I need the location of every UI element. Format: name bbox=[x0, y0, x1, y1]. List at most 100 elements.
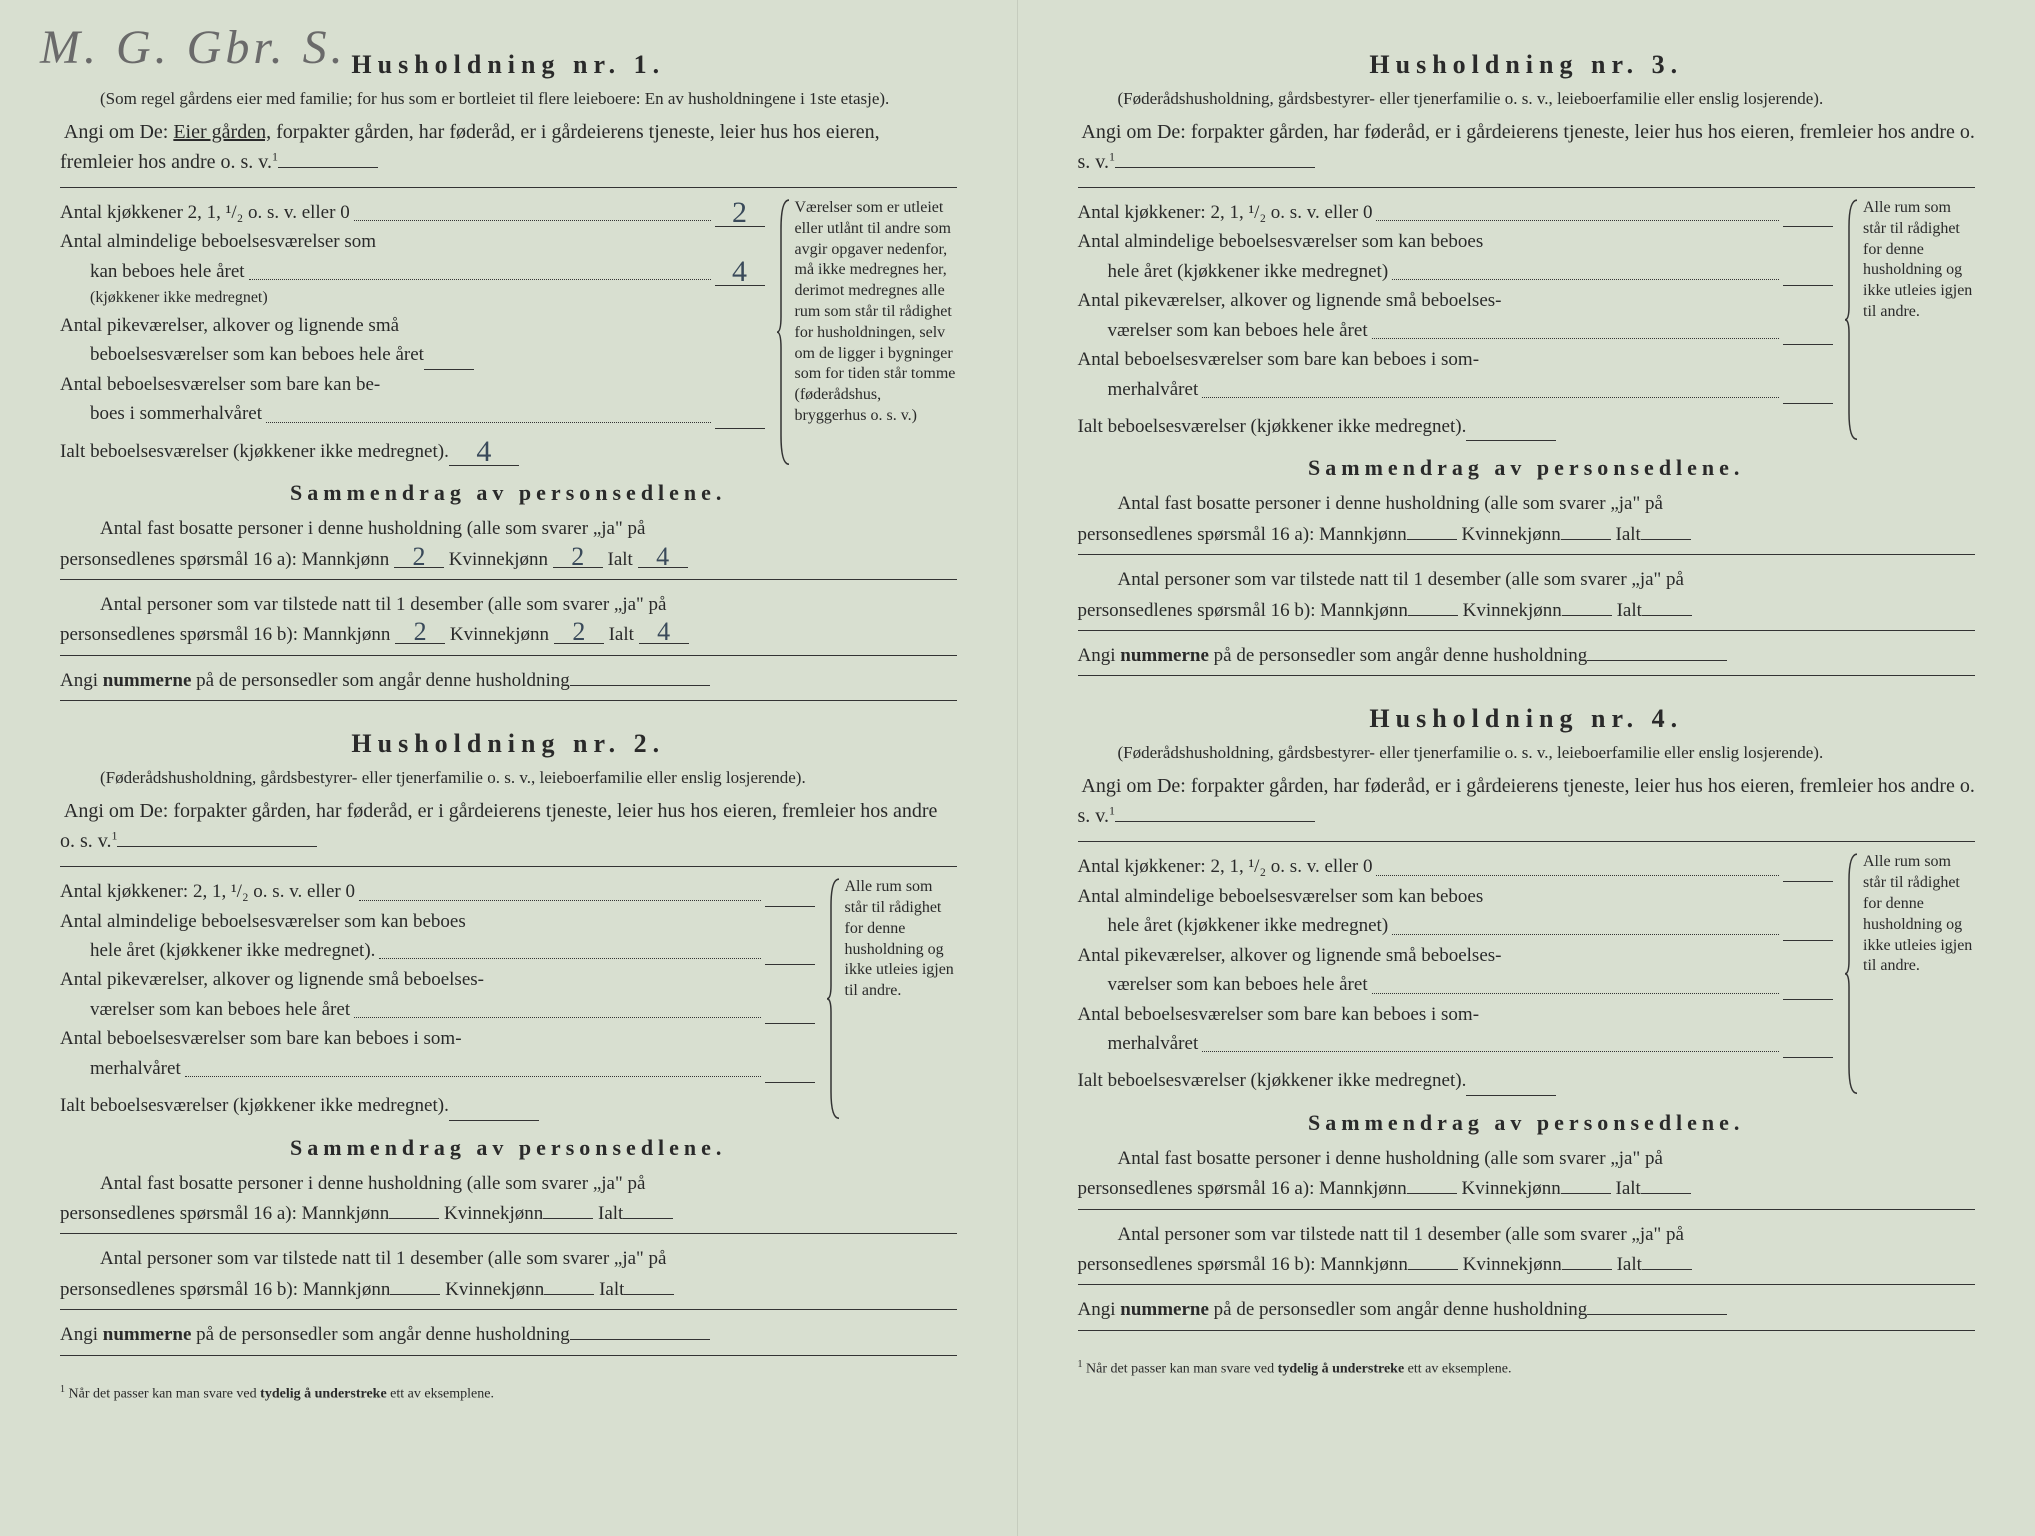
household-3-angi: Angi om De: forpakter gården, har føderå… bbox=[1078, 117, 1976, 177]
ialt-label: Ialt beboelsesværelser (kjøkkener ikke m… bbox=[60, 1091, 449, 1120]
summary-heading-1: Sammendrag av personsedlene. bbox=[60, 480, 957, 506]
household-2-rooms: Antal kjøkkener: 2, 1, ¹/₂ o. s. v. elle… bbox=[60, 877, 957, 1121]
b-ialt-value bbox=[1642, 615, 1692, 616]
divider bbox=[60, 1355, 957, 1356]
a-ialt-value bbox=[623, 1218, 673, 1219]
summary-heading-2: Sammendrag av personsedlene. bbox=[60, 1135, 957, 1161]
brace-icon bbox=[777, 198, 791, 466]
handwritten-annotation: M. G. Gbr. S. bbox=[40, 20, 347, 75]
a-ialt-value bbox=[1641, 539, 1691, 540]
divider bbox=[60, 579, 957, 580]
summary-heading-4: Sammendrag av personsedlene. bbox=[1078, 1110, 1976, 1136]
sommer-label-2: merhalvåret bbox=[1108, 375, 1199, 404]
household-4-subtitle: (Føderådshusholdning, gårdsbestyrer- ell… bbox=[1078, 742, 1976, 765]
almindelige-value bbox=[765, 964, 815, 965]
divider bbox=[60, 187, 957, 188]
sommer-label-1: Antal beboelsesværelser som bare kan beb… bbox=[1078, 1004, 1480, 1025]
pike-label-1: Antal pikeværelser, alkover og lignende … bbox=[60, 315, 399, 336]
household-4-angi: Angi om De: forpakter gården, har føderå… bbox=[1078, 771, 1976, 831]
almindelige-label-2: kan beboes hele året bbox=[90, 257, 245, 286]
nummer-line: Angi nummerne på de personsedler som ang… bbox=[60, 1320, 957, 1350]
pike-label-2: beboelsesværelser som kan beboes hele år… bbox=[90, 340, 424, 369]
a-ialt-value: 4 bbox=[638, 547, 688, 569]
sommer-value bbox=[715, 428, 765, 429]
ialt-value bbox=[1466, 1095, 1556, 1096]
b-mann-value bbox=[390, 1294, 440, 1295]
ialt-value: 4 bbox=[449, 438, 519, 466]
side-note-2: Alle rum som står til rådighet for denne… bbox=[827, 877, 957, 1121]
right-page: Husholdning nr. 3. (Føderådshusholdning,… bbox=[1018, 0, 2035, 1536]
almindelige-note: (kjøkkener ikke medregnet) bbox=[60, 286, 765, 311]
summary-b-line1: Antal personer som var tilstede natt til… bbox=[1078, 1220, 1976, 1250]
divider bbox=[60, 700, 957, 701]
footnote-left: 1 Når det passer kan man svare ved tydel… bbox=[60, 1384, 957, 1403]
brace-icon bbox=[827, 877, 841, 1121]
summary-a-line2: personsedlenes spørsmål 16 a): Mannkjønn… bbox=[60, 1199, 957, 1229]
household-1-angi: Angi om De: Eier gården, forpakter gårde… bbox=[60, 117, 957, 177]
sommer-label-1: Antal beboelsesværelser som bare kan beb… bbox=[60, 1028, 462, 1049]
almindelige-label-2: hele året (kjøkkener ikke medregnet) bbox=[1108, 911, 1389, 940]
b-kvinne-value: 2 bbox=[554, 622, 604, 644]
ialt-label: Ialt beboelsesværelser (kjøkkener ikke m… bbox=[60, 437, 449, 466]
a-kvinne-value bbox=[543, 1218, 593, 1219]
ialt-label: Ialt beboelsesværelser (kjøkkener ikke m… bbox=[1078, 412, 1467, 441]
side-note-4: Alle rum som står til rådighet for denne… bbox=[1845, 852, 1975, 1096]
pike-label-1: Antal pikeværelser, alkover og lignende … bbox=[60, 969, 484, 990]
divider bbox=[1078, 1209, 1976, 1210]
almindelige-value bbox=[1783, 285, 1833, 286]
almindelige-label-1: Antal almindelige beboelsesværelser som … bbox=[1078, 231, 1484, 252]
brace-icon bbox=[1845, 198, 1859, 442]
ialt-label: Ialt beboelsesværelser (kjøkkener ikke m… bbox=[1078, 1066, 1467, 1095]
rooms-list: Antal kjøkkener: 2, 1, ¹/₂ o. s. v. elle… bbox=[1078, 198, 1834, 442]
b-kvinne-value bbox=[544, 1294, 594, 1295]
summary-b-line2: personsedlenes spørsmål 16 b): Mannkjønn… bbox=[60, 1275, 957, 1305]
left-page: M. G. Gbr. S. Husholdning nr. 1. (Som re… bbox=[0, 0, 1018, 1536]
a-mann-value bbox=[389, 1218, 439, 1219]
household-2-subtitle: (Føderådshusholdning, gårdsbestyrer- ell… bbox=[60, 767, 957, 790]
kjokken-value bbox=[1783, 226, 1833, 227]
b-ialt-value bbox=[624, 1294, 674, 1295]
a-kvinne-value bbox=[1561, 1193, 1611, 1194]
ialt-value bbox=[1466, 440, 1556, 441]
divider bbox=[60, 655, 957, 656]
b-mann-value bbox=[1408, 615, 1458, 616]
b-kvinne-value bbox=[1562, 1269, 1612, 1270]
b-kvinne-value bbox=[1562, 615, 1612, 616]
sommer-label-1: Antal beboelsesværelser som bare kan be- bbox=[60, 374, 380, 395]
sommer-value bbox=[1783, 1057, 1833, 1058]
summary-heading-3: Sammendrag av personsedlene. bbox=[1078, 455, 1976, 481]
divider bbox=[60, 1233, 957, 1234]
nummer-line: Angi nummerne på de personsedler som ang… bbox=[1078, 641, 1976, 671]
a-mann-value: 2 bbox=[394, 547, 444, 569]
divider bbox=[1078, 841, 1976, 842]
divider bbox=[1078, 554, 1976, 555]
a-mann-value bbox=[1407, 1193, 1457, 1194]
kjokken-label: Antal kjøkkener 2, 1, ¹/₂ o. s. v. eller… bbox=[60, 198, 350, 227]
kjokken-label: Antal kjøkkener: 2, 1, ¹/₂ o. s. v. elle… bbox=[1078, 852, 1373, 881]
household-4-rooms: Antal kjøkkener: 2, 1, ¹/₂ o. s. v. elle… bbox=[1078, 852, 1976, 1096]
almindelige-value bbox=[1783, 940, 1833, 941]
kjokken-label: Antal kjøkkener: 2, 1, ¹/₂ o. s. v. elle… bbox=[1078, 198, 1373, 227]
a-mann-value bbox=[1407, 539, 1457, 540]
summary-a-line2: personsedlenes spørsmål 16 a): Mannkjønn… bbox=[1078, 520, 1976, 550]
nummer-line: Angi nummerne på de personsedler som ang… bbox=[60, 666, 957, 696]
divider bbox=[1078, 1330, 1976, 1331]
side-note-3: Alle rum som står til rådighet for denne… bbox=[1845, 198, 1975, 442]
household-2-title: Husholdning nr. 2. bbox=[60, 729, 957, 759]
a-ialt-value bbox=[1641, 1193, 1691, 1194]
kjokken-value bbox=[765, 906, 815, 907]
almindelige-label-1: Antal almindelige beboelsesværelser som … bbox=[1078, 886, 1484, 907]
b-ialt-value: 4 bbox=[639, 622, 689, 644]
summary-a-line1: Antal fast bosatte personer i denne hush… bbox=[60, 1169, 957, 1199]
pike-label-2: værelser som kan beboes hele året bbox=[1108, 316, 1368, 345]
summary-a-line2: personsedlenes spørsmål 16 a): Mannkjønn… bbox=[1078, 1174, 1976, 1204]
household-2: Husholdning nr. 2. (Føderådshusholdning,… bbox=[60, 729, 957, 1355]
divider bbox=[60, 1309, 957, 1310]
household-1: Husholdning nr. 1. (Som regel gårdens ei… bbox=[60, 50, 957, 701]
pike-label-2: værelser som kan beboes hele året bbox=[90, 995, 350, 1024]
sommer-value bbox=[1783, 403, 1833, 404]
pike-value bbox=[1783, 344, 1833, 345]
household-4: Husholdning nr. 4. (Føderådshusholdning,… bbox=[1078, 704, 1976, 1330]
summary-b-line2: personsedlenes spørsmål 16 b): Mannkjønn… bbox=[1078, 596, 1976, 626]
sommer-label-1: Antal beboelsesværelser som bare kan beb… bbox=[1078, 349, 1480, 370]
